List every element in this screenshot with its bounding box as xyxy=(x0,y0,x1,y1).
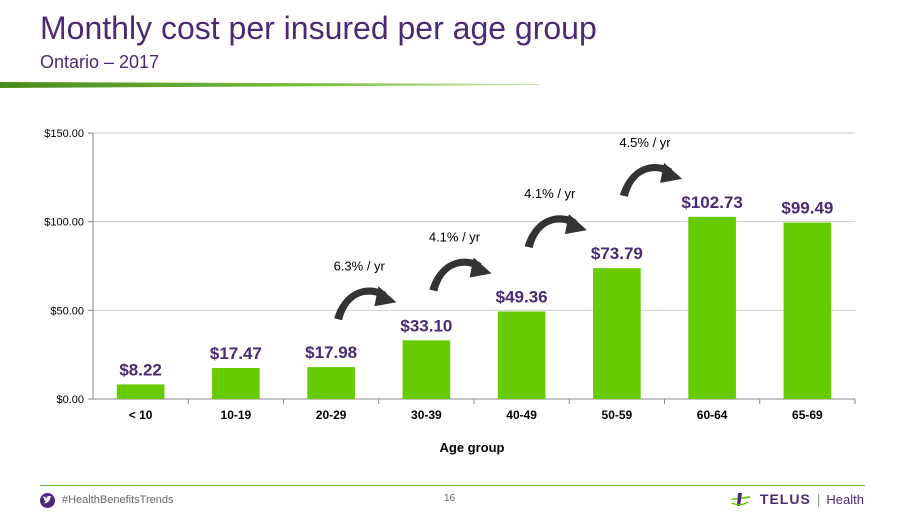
growth-arrow-head-2 xyxy=(564,214,587,235)
footer-rule xyxy=(40,485,865,486)
bar-6 xyxy=(688,216,736,399)
hashtag-text: #HealthBenefitsTrends xyxy=(62,494,174,506)
x-tick-label-4: 40-49 xyxy=(506,408,537,422)
bar-1 xyxy=(212,368,260,399)
y-axis-ticks: $0.00 $50.00 $100.00 $150.00 xyxy=(44,128,93,406)
x-tick-label-5: 50-59 xyxy=(602,408,633,422)
twitter-icon xyxy=(40,493,55,508)
logo-separator: | xyxy=(816,491,821,507)
x-axis-label: Age group xyxy=(440,440,505,455)
x-tick-label-2: 20-29 xyxy=(316,408,347,422)
bar-2 xyxy=(307,367,355,399)
y-tick-label-1: $50.00 xyxy=(50,305,84,317)
value-label-3: $33.10 xyxy=(400,316,452,335)
bar-5 xyxy=(593,268,641,399)
growth-arrow-0 xyxy=(334,286,397,321)
y-tick-label-0: $0.00 xyxy=(56,394,84,406)
growth-rate-label-0: 6.3% / yr xyxy=(334,258,386,273)
x-tick-label-0: < 10 xyxy=(129,408,153,422)
logo-health: Health xyxy=(826,491,864,507)
value-labels: $8.22 $17.47 $17.98 $33.10 $49.36 $73.79 $102.… xyxy=(119,193,833,380)
growth-arrow-2 xyxy=(524,214,587,249)
x-tick-label-6: 60-64 xyxy=(697,408,728,422)
x-tick-label-1: 10-19 xyxy=(221,408,252,422)
value-label-5: $73.79 xyxy=(591,244,643,263)
bar-7 xyxy=(783,222,832,399)
bar-3 xyxy=(402,340,451,399)
y-tick-label-3: $150.00 xyxy=(44,128,84,140)
bar-4 xyxy=(497,311,546,399)
page-subtitle: Ontario – 2017 xyxy=(40,52,160,72)
x-axis-ticks: < 10 10-19 20-29 30-39 40-49 50-59 60-64 65-69 xyxy=(129,399,856,422)
growth-rate-label-3: 4.5% / yr xyxy=(619,135,671,150)
value-label-2: $17.98 xyxy=(305,343,357,362)
y-tick-label-2: $100.00 xyxy=(44,217,84,229)
header-rule xyxy=(0,82,540,88)
value-label-1: $17.47 xyxy=(210,344,262,363)
bar-chart: $0.00 $50.00 $100.00 $150.00 $8.22 $17.47 $17… xyxy=(44,128,856,455)
logo-word: TELUS xyxy=(759,491,811,507)
growth-rate-label-2: 4.1% / yr xyxy=(524,186,576,201)
growth-arrow-head-0 xyxy=(374,286,397,307)
value-label-7: $99.49 xyxy=(781,199,833,218)
page-title: Monthly cost per insured per age group xyxy=(40,10,597,46)
telus-health-logo: TELUS | Health xyxy=(728,490,864,508)
growth-rate-label-1: 4.1% / yr xyxy=(429,229,481,244)
x-tick-label-3: 30-39 xyxy=(411,408,442,422)
page-number: 16 xyxy=(444,493,456,504)
telus-logo-icon xyxy=(729,493,750,506)
bar-0 xyxy=(116,384,165,399)
growth-arrow-head-1 xyxy=(469,257,492,278)
x-tick-label-7: 65-69 xyxy=(792,408,823,422)
growth-arrow-head-3 xyxy=(660,162,683,183)
value-label-4: $49.36 xyxy=(496,287,548,306)
growth-annotations: 6.3% / yr 4.1% / yr 4.1% / yr 4.5% / yr xyxy=(334,135,683,321)
growth-arrow-1 xyxy=(429,257,492,292)
value-label-0: $8.22 xyxy=(119,360,162,379)
growth-arrow-3 xyxy=(619,162,683,197)
bars xyxy=(116,216,832,399)
value-label-6: $102.73 xyxy=(681,193,742,212)
